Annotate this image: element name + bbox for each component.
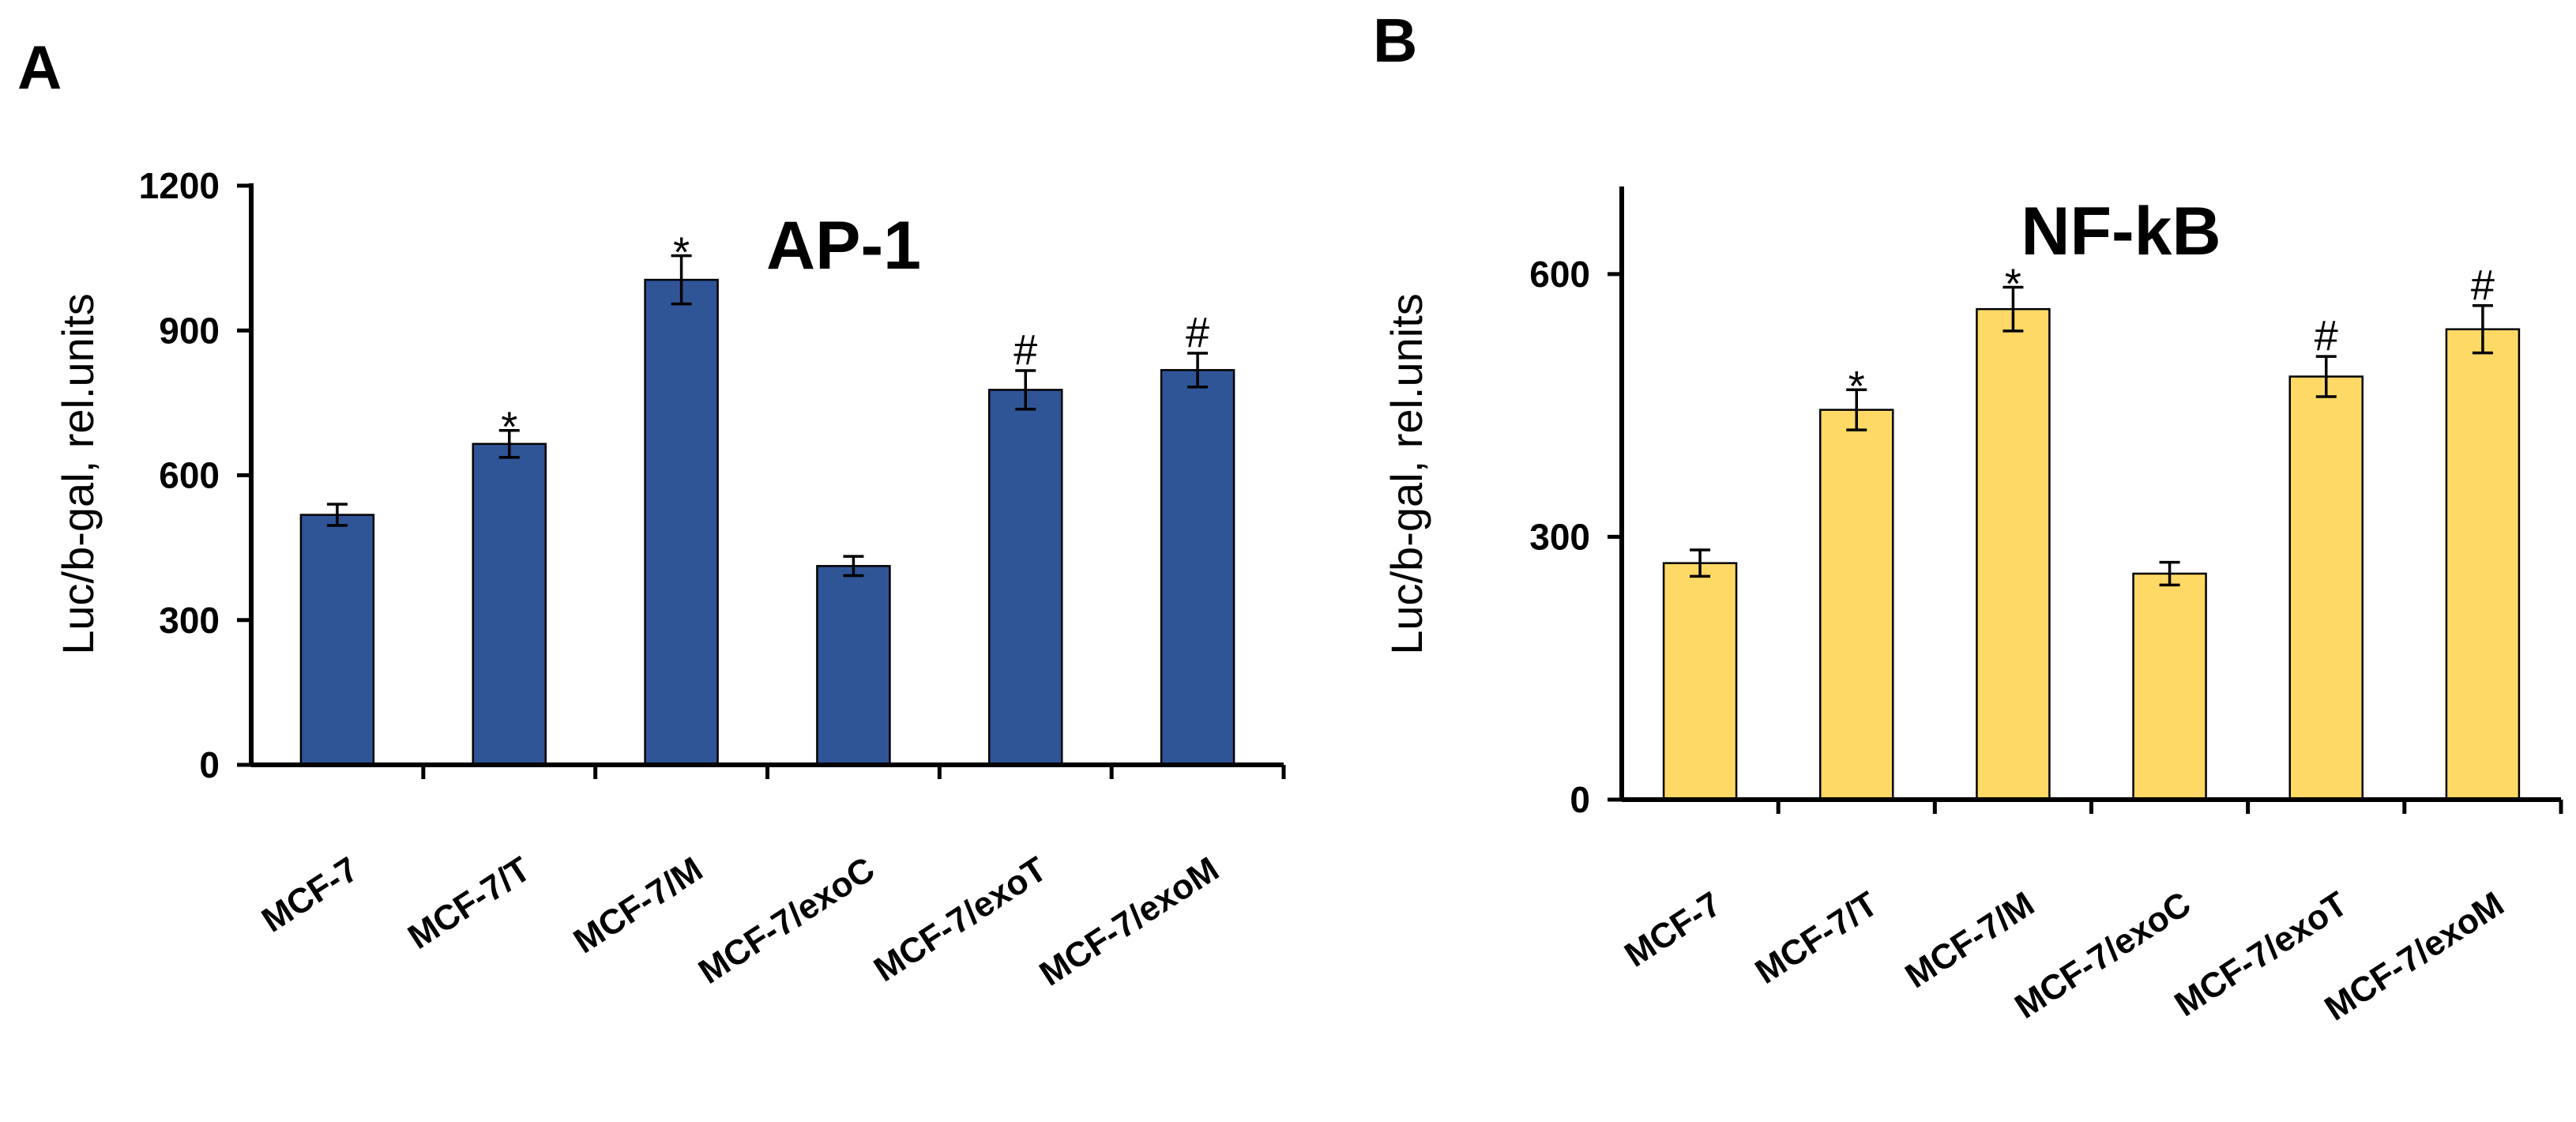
bar	[1160, 369, 1235, 766]
bar	[1819, 409, 1894, 801]
bar	[2445, 328, 2521, 801]
bar	[644, 278, 719, 766]
y-tick-label: 0	[1570, 779, 1590, 820]
error-bar	[498, 428, 520, 459]
error-bar	[2159, 560, 2180, 587]
significance-mark: #	[2315, 312, 2338, 360]
bar	[2288, 375, 2364, 801]
y-tick-label: 0	[199, 744, 220, 785]
bar	[988, 389, 1063, 766]
error-bar	[1187, 352, 1209, 389]
y-tick-label: 300	[1529, 516, 1590, 557]
x-tick-label: MCF-7/exoC	[692, 849, 882, 992]
bar	[1976, 307, 2051, 801]
significance-mark: *	[1848, 363, 1865, 410]
y-tick-label: 600	[159, 455, 220, 496]
y-axis-label: Luc/b-gal, rel.units	[53, 293, 103, 655]
error-bar	[843, 555, 864, 578]
x-tick-label: MCF-7/exoC	[2008, 884, 2198, 1026]
bar	[1662, 562, 1738, 801]
error-bar	[1690, 548, 1711, 578]
error-bar	[326, 503, 348, 527]
panel-b: B NF-kB Luc/b-gal, rel.units MCF-7 * MCF-7/T *…	[1373, 6, 2563, 1029]
significance-mark: *	[501, 404, 517, 451]
chart-title: NF-kB	[2021, 194, 2221, 269]
x-tick-label: MCF-7/T	[401, 849, 537, 957]
panel-a: A AP-1 Luc/b-gal, rel.units MCF-7 * MCF-7/T * M…	[17, 32, 1286, 994]
significance-mark: #	[2471, 262, 2495, 309]
significance-mark: *	[2005, 260, 2021, 307]
x-tick-label: MCF-7/T	[1748, 884, 1884, 992]
chart-title: AP-1	[766, 208, 921, 284]
x-tick-label: MCF-7/exoM	[1033, 849, 1226, 993]
bar	[816, 565, 891, 766]
error-bar	[2003, 285, 2024, 333]
bar	[472, 442, 547, 766]
y-tick-label: 900	[159, 310, 220, 351]
significance-mark: #	[1013, 326, 1037, 374]
significance-mark: #	[1186, 309, 1209, 356]
bar	[2132, 572, 2207, 801]
x-tick-label: MCF-7	[255, 849, 365, 939]
significance-mark: *	[673, 229, 690, 277]
error-bar	[671, 254, 692, 306]
x-tick-label: MCF-7/M	[1898, 884, 2040, 996]
bar	[299, 514, 375, 766]
y-axis-label: Luc/b-gal, rel.units	[1382, 293, 1431, 655]
panel-letter: B	[1373, 6, 1417, 75]
x-tick-label: MCF-7	[1618, 884, 1728, 974]
y-tick-label: 1200	[139, 165, 220, 206]
error-bar	[2472, 304, 2493, 355]
x-tick-label: MCF-7/exoT	[867, 849, 1054, 989]
error-bar	[1015, 369, 1036, 411]
y-tick-label: 300	[159, 600, 220, 641]
y-tick-label: 600	[1529, 254, 1590, 295]
panel-letter: A	[17, 32, 62, 102]
error-bar	[1846, 388, 1867, 431]
error-bar	[2315, 355, 2337, 398]
x-tick-label: MCF-7/M	[567, 849, 709, 961]
